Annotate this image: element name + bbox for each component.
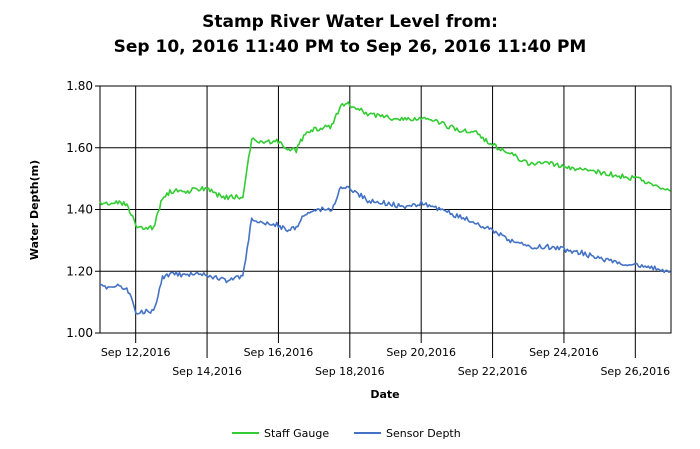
legend-label: Sensor Depth bbox=[386, 427, 461, 440]
series-line-staff-gauge bbox=[99, 101, 671, 231]
y-axis-label: Water Depth(m) bbox=[28, 160, 41, 260]
x-tick-label: Sep 14,2016 bbox=[172, 365, 242, 378]
x-tick-label: Sep 22,2016 bbox=[458, 365, 528, 378]
y-tick-label: 1.40 bbox=[66, 203, 93, 217]
series-line-sensor-depth bbox=[99, 185, 671, 315]
y-tick-label: 1.80 bbox=[66, 79, 93, 93]
x-axis-label: Date bbox=[370, 388, 399, 401]
x-tick-label: Sep 12,2016 bbox=[101, 346, 171, 359]
x-tick-label: Sep 20,2016 bbox=[386, 346, 456, 359]
chart-title-line1: Stamp River Water Level from: bbox=[202, 12, 498, 32]
y-tick-label: 1.20 bbox=[66, 264, 93, 278]
legend: Staff Gauge Sensor Depth bbox=[232, 427, 461, 440]
x-tick-label: Sep 24,2016 bbox=[529, 346, 599, 359]
y-axis-ticks: 1.00 1.20 1.40 1.60 1.80 bbox=[66, 79, 100, 340]
y-tick-label: 1.60 bbox=[66, 141, 93, 155]
grid bbox=[100, 85, 671, 334]
y-tick-label: 1.00 bbox=[66, 326, 93, 340]
x-tick-label: Sep 18,2016 bbox=[315, 365, 385, 378]
x-tick-label: Sep 16,2016 bbox=[244, 346, 314, 359]
legend-label: Staff Gauge bbox=[264, 427, 329, 440]
series-lines bbox=[99, 101, 671, 315]
chart-title-line2: Sep 10, 2016 11:40 PM to Sep 26, 2016 11… bbox=[114, 37, 587, 57]
x-tick-label: Sep 26,2016 bbox=[600, 365, 670, 378]
